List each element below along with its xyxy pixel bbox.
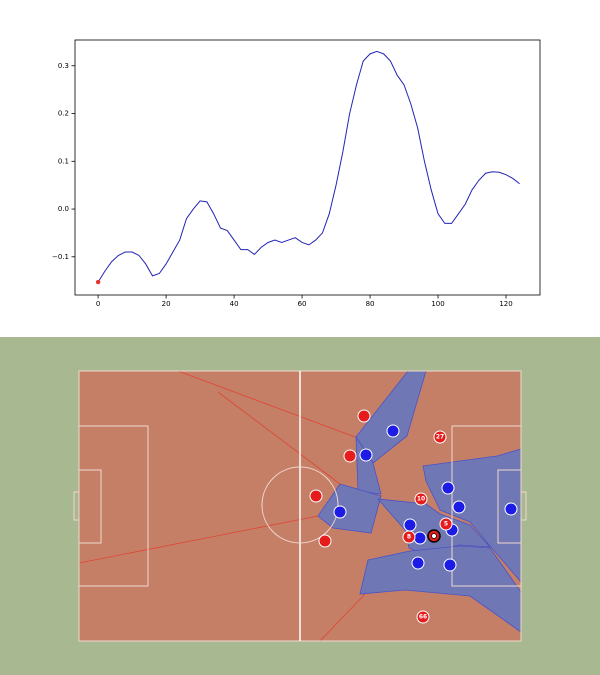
blue-player <box>443 558 457 572</box>
plot-frame <box>74 39 541 296</box>
chart: 0 20 40 60 80 100 120 −0.1 0.0 0.1 0.2 0.3 <box>52 39 541 308</box>
x-tick-label: 80 <box>366 300 375 308</box>
pitch-view: 27 10 5 8 66 <box>0 337 600 675</box>
red-player <box>343 449 357 463</box>
goal <box>73 491 80 521</box>
player-number: 8 <box>407 534 411 541</box>
line <box>97 50 520 283</box>
x-tick-label: 120 <box>499 300 512 308</box>
red-player <box>402 530 416 544</box>
blue-player <box>403 518 417 532</box>
red-player <box>439 517 453 531</box>
pitch-markings <box>73 370 527 642</box>
y-tick-label: 0.1 <box>58 157 69 165</box>
blue-player <box>504 502 518 516</box>
red-player <box>416 610 430 624</box>
goal <box>520 491 527 521</box>
ball <box>431 533 437 539</box>
region <box>317 483 382 534</box>
x-tick-label: 100 <box>431 300 444 308</box>
blue-player <box>413 531 427 545</box>
edge <box>319 593 366 642</box>
blue-player <box>411 556 425 570</box>
player-number: 10 <box>417 496 425 503</box>
centre-circle <box>261 466 339 544</box>
players: 27 10 5 8 66 <box>309 409 518 624</box>
y-tick-label: 0.2 <box>58 110 69 118</box>
start-marker <box>95 279 101 285</box>
y-tick-label: 0.3 <box>58 62 69 70</box>
x-tick-label: 0 <box>96 300 100 308</box>
blue-player <box>441 481 455 495</box>
red-player <box>414 492 428 506</box>
red-player <box>309 489 323 503</box>
x-tick-label: 60 <box>298 300 307 308</box>
blue-player <box>452 500 466 514</box>
y-tick-label: 0.0 <box>58 205 69 213</box>
player-number: 5 <box>444 521 448 528</box>
x-tick-label: 40 <box>230 300 239 308</box>
edge <box>217 391 341 485</box>
y-tick-label: −0.1 <box>52 253 69 261</box>
edge <box>78 515 319 564</box>
player-number: 66 <box>419 614 427 621</box>
blue-player <box>333 505 347 519</box>
player-number: 27 <box>436 434 444 441</box>
x-tick-label: 20 <box>162 300 171 308</box>
red-player <box>433 430 447 444</box>
edge <box>177 370 356 438</box>
blue-player <box>359 448 373 462</box>
blue-player <box>386 424 400 438</box>
region-edges <box>78 370 366 642</box>
red-player <box>357 409 371 423</box>
red-player <box>318 534 332 548</box>
